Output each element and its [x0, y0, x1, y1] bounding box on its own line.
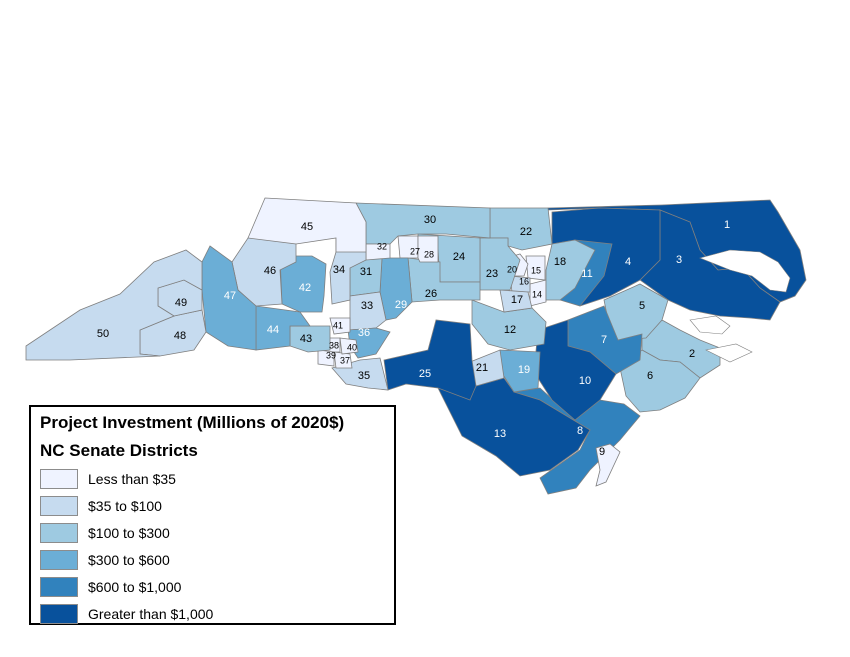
district-label-42: 42 — [299, 282, 311, 294]
district-label-44: 44 — [267, 324, 279, 336]
legend-swatch — [40, 496, 78, 516]
legend-swatch — [40, 523, 78, 543]
district-label-46: 46 — [264, 265, 276, 277]
district-label-16: 16 — [519, 276, 529, 286]
legend-subtitle: NC Senate Districts — [40, 441, 198, 460]
district-label-40: 40 — [347, 342, 357, 352]
district-label-50: 50 — [97, 328, 109, 340]
district-label-14: 14 — [532, 289, 542, 299]
district-label-39: 39 — [326, 350, 336, 360]
district-label-7: 7 — [601, 334, 607, 346]
district-label-27: 27 — [410, 246, 420, 256]
district-label-2: 2 — [689, 348, 695, 360]
district-label-18: 18 — [554, 256, 566, 268]
district-label-5: 5 — [639, 300, 645, 312]
district-17 — [499, 289, 533, 313]
sound-water-area — [689, 315, 731, 335]
district-label-19: 19 — [518, 364, 530, 376]
district-label-48: 48 — [174, 330, 186, 342]
district-label-8: 8 — [577, 425, 583, 437]
district-label-26: 26 — [425, 288, 437, 300]
district-label-38: 38 — [329, 340, 339, 350]
sound-water-area — [705, 343, 753, 363]
sound-water-area — [699, 249, 791, 293]
district-label-24: 24 — [453, 251, 465, 263]
legend-swatch — [40, 577, 78, 597]
legend-label: $35 to $100 — [88, 498, 162, 514]
district-label-36: 36 — [358, 327, 370, 339]
district-label-45: 45 — [301, 221, 313, 233]
district-25 — [383, 319, 477, 401]
district-label-30: 30 — [424, 214, 436, 226]
district-label-23: 23 — [486, 268, 498, 280]
district-10 — [533, 319, 617, 421]
district-label-12: 12 — [504, 324, 516, 336]
district-label-21: 21 — [476, 362, 488, 374]
district-9 — [595, 443, 621, 487]
map-legend: Project Investment (Millions of 2020$) N… — [29, 405, 396, 625]
district-label-13: 13 — [494, 428, 506, 440]
district-label-22: 22 — [520, 226, 532, 238]
district-label-1: 1 — [724, 219, 730, 231]
district-label-10: 10 — [579, 375, 591, 387]
district-label-32: 32 — [377, 241, 387, 251]
district-40 — [339, 337, 359, 355]
district-label-49: 49 — [175, 297, 187, 309]
district-label-9: 9 — [599, 446, 605, 458]
legend-label: Less than $35 — [88, 471, 176, 487]
district-label-47: 47 — [224, 290, 236, 302]
district-label-37: 37 — [340, 355, 350, 365]
district-label-31: 31 — [360, 266, 372, 278]
district-label-43: 43 — [300, 333, 312, 345]
legend-label: Greater than $1,000 — [88, 606, 214, 622]
district-41 — [329, 317, 351, 335]
legend-swatch — [40, 604, 78, 624]
district-42 — [279, 255, 327, 313]
district-18 — [545, 239, 596, 301]
legend-label: $100 to $300 — [88, 525, 170, 541]
district-label-33: 33 — [361, 300, 373, 312]
district-label-17: 17 — [511, 294, 523, 306]
legend-title: Project Investment (Millions of 2020$) — [40, 413, 345, 432]
district-26 — [407, 257, 481, 303]
district-label-29: 29 — [395, 299, 407, 311]
district-label-25: 25 — [419, 368, 431, 380]
district-label-3: 3 — [676, 254, 682, 266]
district-label-4: 4 — [625, 256, 631, 268]
district-label-34: 34 — [333, 264, 345, 276]
legend-label: $600 to $1,000 — [88, 579, 182, 595]
district-label-35: 35 — [358, 370, 370, 382]
district-label-28: 28 — [424, 249, 434, 259]
district-15 — [525, 255, 546, 281]
district-39 — [317, 349, 335, 367]
district-label-6: 6 — [647, 370, 653, 382]
district-50 — [25, 249, 203, 361]
legend-swatch — [40, 469, 78, 489]
district-28 — [417, 235, 439, 263]
legend-label: $300 to $600 — [88, 552, 170, 568]
district-label-15: 15 — [531, 265, 541, 275]
district-6 — [619, 349, 701, 413]
district-label-20: 20 — [507, 264, 517, 274]
district-label-11: 11 — [581, 268, 592, 280]
district-label-41: 41 — [333, 320, 343, 330]
legend-swatch — [40, 550, 78, 570]
